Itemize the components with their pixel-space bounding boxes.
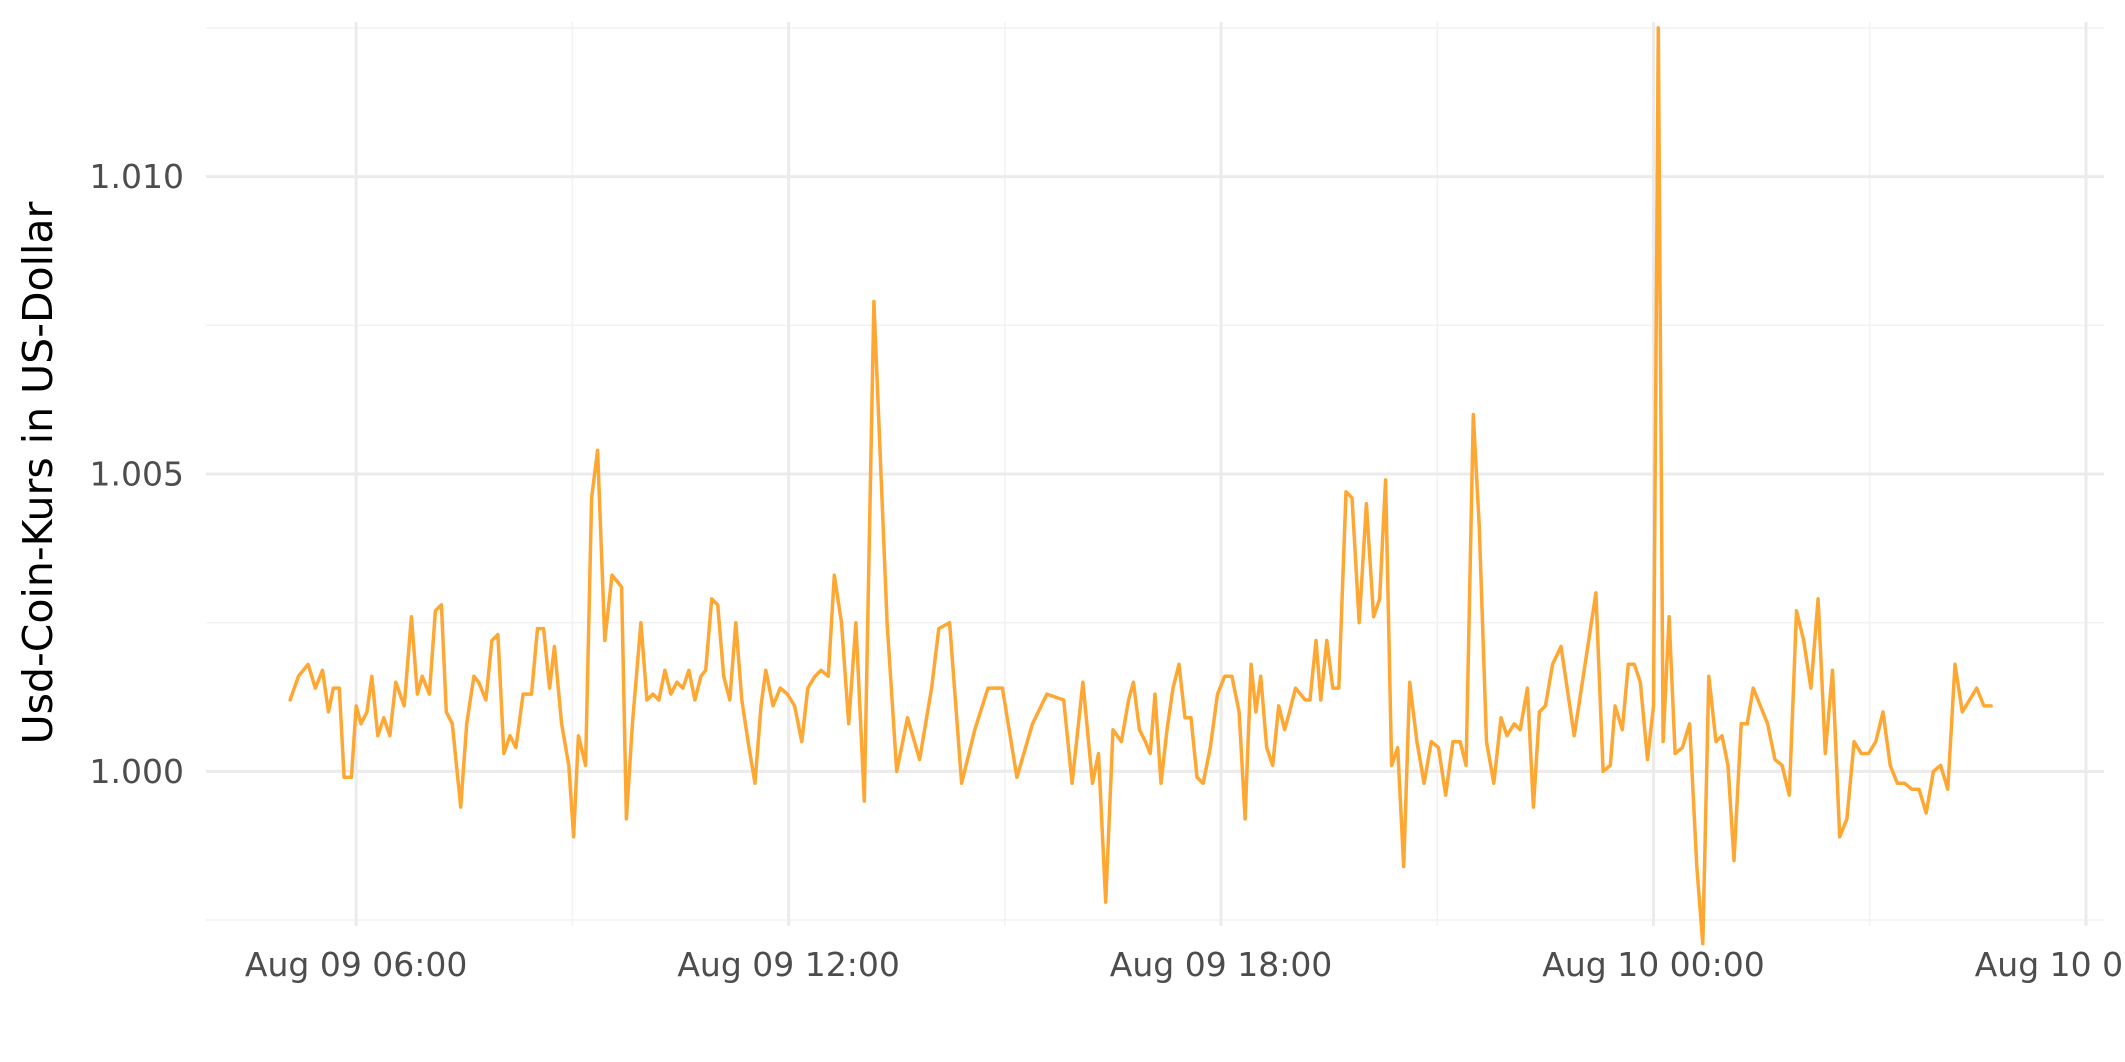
series-line	[288, 26, 1993, 946]
x-axis-tick-labels: Aug 09 06:00 Aug 09 12:00 Aug 09 18:00 Aug …	[245, 945, 2125, 984]
x-tick-label: Aug 10 06:00	[1975, 945, 2125, 984]
x-tick-label: Aug 10 00:00	[1542, 945, 1765, 984]
y-axis-title: Usd-Coin-Kurs in US-Dollar	[14, 201, 62, 744]
x-tick-label: Aug 09 12:00	[677, 945, 900, 984]
y-tick-label: 1.000	[90, 752, 184, 791]
grid-lines	[206, 22, 2104, 926]
y-axis-tick-labels: 1.000 1.005 1.010	[90, 157, 184, 791]
x-tick-label: Aug 09 06:00	[245, 945, 468, 984]
y-tick-label: 1.010	[90, 157, 184, 196]
x-tick-label: Aug 09 18:00	[1110, 945, 1333, 984]
y-tick-label: 1.005	[90, 455, 184, 494]
